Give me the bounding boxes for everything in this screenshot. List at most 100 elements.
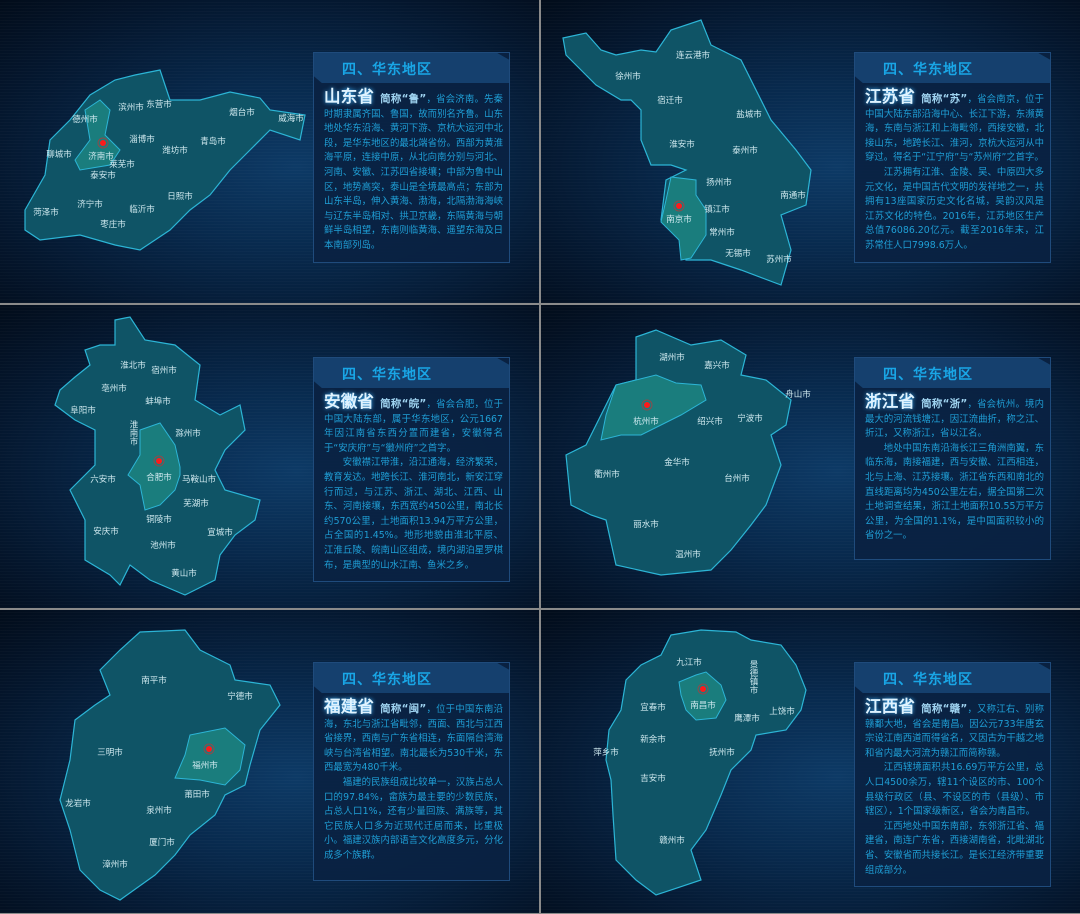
city-label[interactable]: 菏泽市: [33, 208, 59, 218]
city-label[interactable]: 九江市: [676, 658, 702, 668]
city-label[interactable]: 徐州市: [615, 72, 641, 82]
city-label[interactable]: 合肥市: [146, 473, 172, 483]
city-label[interactable]: 福州市: [192, 761, 218, 771]
capital-region[interactable]: [127, 422, 181, 511]
city-label[interactable]: 南昌市: [690, 701, 716, 711]
city-label[interactable]: 池州市: [150, 541, 176, 551]
city-label[interactable]: 济宁市: [77, 200, 103, 210]
city-label[interactable]: 临沂市: [129, 205, 155, 215]
city-label[interactable]: 济南市: [88, 152, 114, 162]
capital-marker-ring: [203, 743, 215, 755]
city-label[interactable]: 宁德市: [227, 692, 253, 702]
city-label[interactable]: 漳州市: [102, 860, 128, 870]
province-outline: [24, 69, 306, 251]
city-label[interactable]: 莱芜市: [109, 160, 135, 170]
city-label[interactable]: 德州市: [72, 115, 98, 125]
city-label[interactable]: 三明市: [97, 748, 123, 758]
city-label[interactable]: 聊城市: [46, 150, 72, 160]
province-abbreviation: 简称“浙”: [921, 398, 968, 410]
city-label[interactable]: 黄山市: [171, 569, 197, 579]
capital-region[interactable]: [600, 374, 707, 441]
city-label[interactable]: 泰安市: [90, 171, 116, 181]
city-label[interactable]: 马鞍山市: [181, 475, 217, 485]
capital-marker-icon: [676, 203, 682, 209]
map-svg: [605, 629, 807, 896]
city-label[interactable]: 萍乡市: [593, 748, 619, 758]
city-label[interactable]: 盐城市: [736, 110, 762, 120]
city-label[interactable]: 宁波市: [737, 414, 763, 424]
city-label[interactable]: 宿迁市: [657, 96, 683, 106]
city-label[interactable]: 青岛市: [200, 137, 226, 147]
panel-body: 安徽省 简称“皖”，省会合肥，位于中国大陆东部，属于华东地区，公元1667年因江南…: [314, 388, 509, 581]
province-abbreviation: 简称“皖”: [380, 398, 427, 410]
city-label[interactable]: 舟山市: [785, 390, 811, 400]
city-label[interactable]: 宿州市: [151, 366, 177, 376]
city-label[interactable]: 常州市: [709, 228, 735, 238]
city-label[interactable]: 威海市: [278, 114, 304, 124]
province-outline: [605, 629, 807, 896]
city-label[interactable]: 莆田市: [184, 790, 210, 800]
map-svg: [565, 329, 792, 576]
city-label[interactable]: 烟台市: [229, 108, 255, 118]
city-label[interactable]: 东营市: [146, 100, 172, 110]
city-label[interactable]: 六安市: [90, 475, 116, 485]
city-label[interactable]: 丽水市: [633, 520, 659, 530]
capital-marker-ring: [697, 683, 709, 695]
city-label[interactable]: 芜湖市: [183, 499, 209, 509]
city-label[interactable]: 厦门市: [149, 838, 175, 848]
capital-region[interactable]: [174, 727, 246, 786]
city-label[interactable]: 抚州市: [709, 748, 735, 758]
city-label[interactable]: 无锡市: [725, 249, 751, 259]
city-label[interactable]: 吉安市: [640, 774, 666, 784]
capital-region[interactable]: [678, 671, 727, 721]
city-label[interactable]: 蚌埠市: [145, 397, 171, 407]
city-label[interactable]: 铜陵市: [146, 515, 172, 525]
city-label[interactable]: 宜春市: [640, 703, 666, 713]
city-label[interactable]: 台州市: [724, 474, 750, 484]
city-label[interactable]: 淮北市: [120, 361, 146, 371]
city-label[interactable]: 淮安市: [669, 140, 695, 150]
city-label[interactable]: 鹰潭市: [734, 714, 760, 724]
capital-marker-icon: [100, 140, 106, 146]
city-label[interactable]: 淄博市: [129, 135, 155, 145]
city-label[interactable]: 绍兴市: [697, 417, 723, 427]
city-label[interactable]: 南平市: [141, 676, 167, 686]
city-label[interactable]: 泉州市: [146, 806, 172, 816]
panel-header: 四、华东地区: [314, 663, 509, 693]
city-label[interactable]: 宣城市: [207, 528, 233, 538]
province-outline: [59, 629, 281, 901]
city-label[interactable]: 亳州市: [101, 384, 127, 394]
city-label[interactable]: 枣庄市: [100, 220, 126, 230]
city-label[interactable]: 景德镇市: [748, 660, 758, 694]
city-label[interactable]: 南通市: [780, 191, 806, 201]
city-label[interactable]: 滁州市: [175, 429, 201, 439]
capital-region[interactable]: [74, 99, 121, 171]
city-label[interactable]: 赣州市: [659, 836, 685, 846]
province-slide: 连云港市徐州市宿迁市盐城市淮安市泰州市扬州市南通市南京市 镇江市常州市无锡市苏州市…: [541, 0, 1080, 303]
city-label[interactable]: 扬州市: [706, 178, 732, 188]
city-label[interactable]: 南京市: [666, 215, 692, 225]
city-label[interactable]: 杭州市: [633, 417, 659, 427]
city-label[interactable]: 金华市: [664, 458, 690, 468]
intro-paragraph: 江西省 简称“赣”，又称江右、别称赣鄱大地，省会是南昌。因公元733年唐玄宗设江南…: [865, 698, 1044, 761]
city-label[interactable]: 衢州市: [594, 470, 620, 480]
region-header: 四、华东地区: [883, 672, 973, 688]
city-label[interactable]: 嘉兴市: [704, 361, 730, 371]
city-label[interactable]: 潍坊市: [162, 146, 188, 156]
city-label[interactable]: 温州市: [675, 550, 701, 560]
city-label[interactable]: 滨州市: [118, 103, 144, 113]
city-label[interactable]: 龙岩市: [65, 799, 91, 809]
city-label[interactable]: 上饶市: [769, 707, 795, 717]
city-label[interactable]: 苏州市: [766, 255, 792, 265]
city-label[interactable]: 淮南市: [128, 420, 138, 446]
city-label[interactable]: 新余市: [640, 735, 666, 745]
city-label[interactable]: 湖州市: [659, 353, 685, 363]
city-label[interactable]: 安庆市: [93, 527, 119, 537]
capital-region[interactable]: [660, 176, 707, 261]
city-label[interactable]: 日照市: [167, 192, 193, 202]
city-label[interactable]: 阜阳市: [70, 406, 96, 416]
city-label[interactable]: 镇江市: [704, 205, 730, 215]
city-label[interactable]: 连云港市: [675, 51, 711, 61]
map-svg: [562, 19, 812, 286]
city-label[interactable]: 泰州市: [732, 146, 758, 156]
